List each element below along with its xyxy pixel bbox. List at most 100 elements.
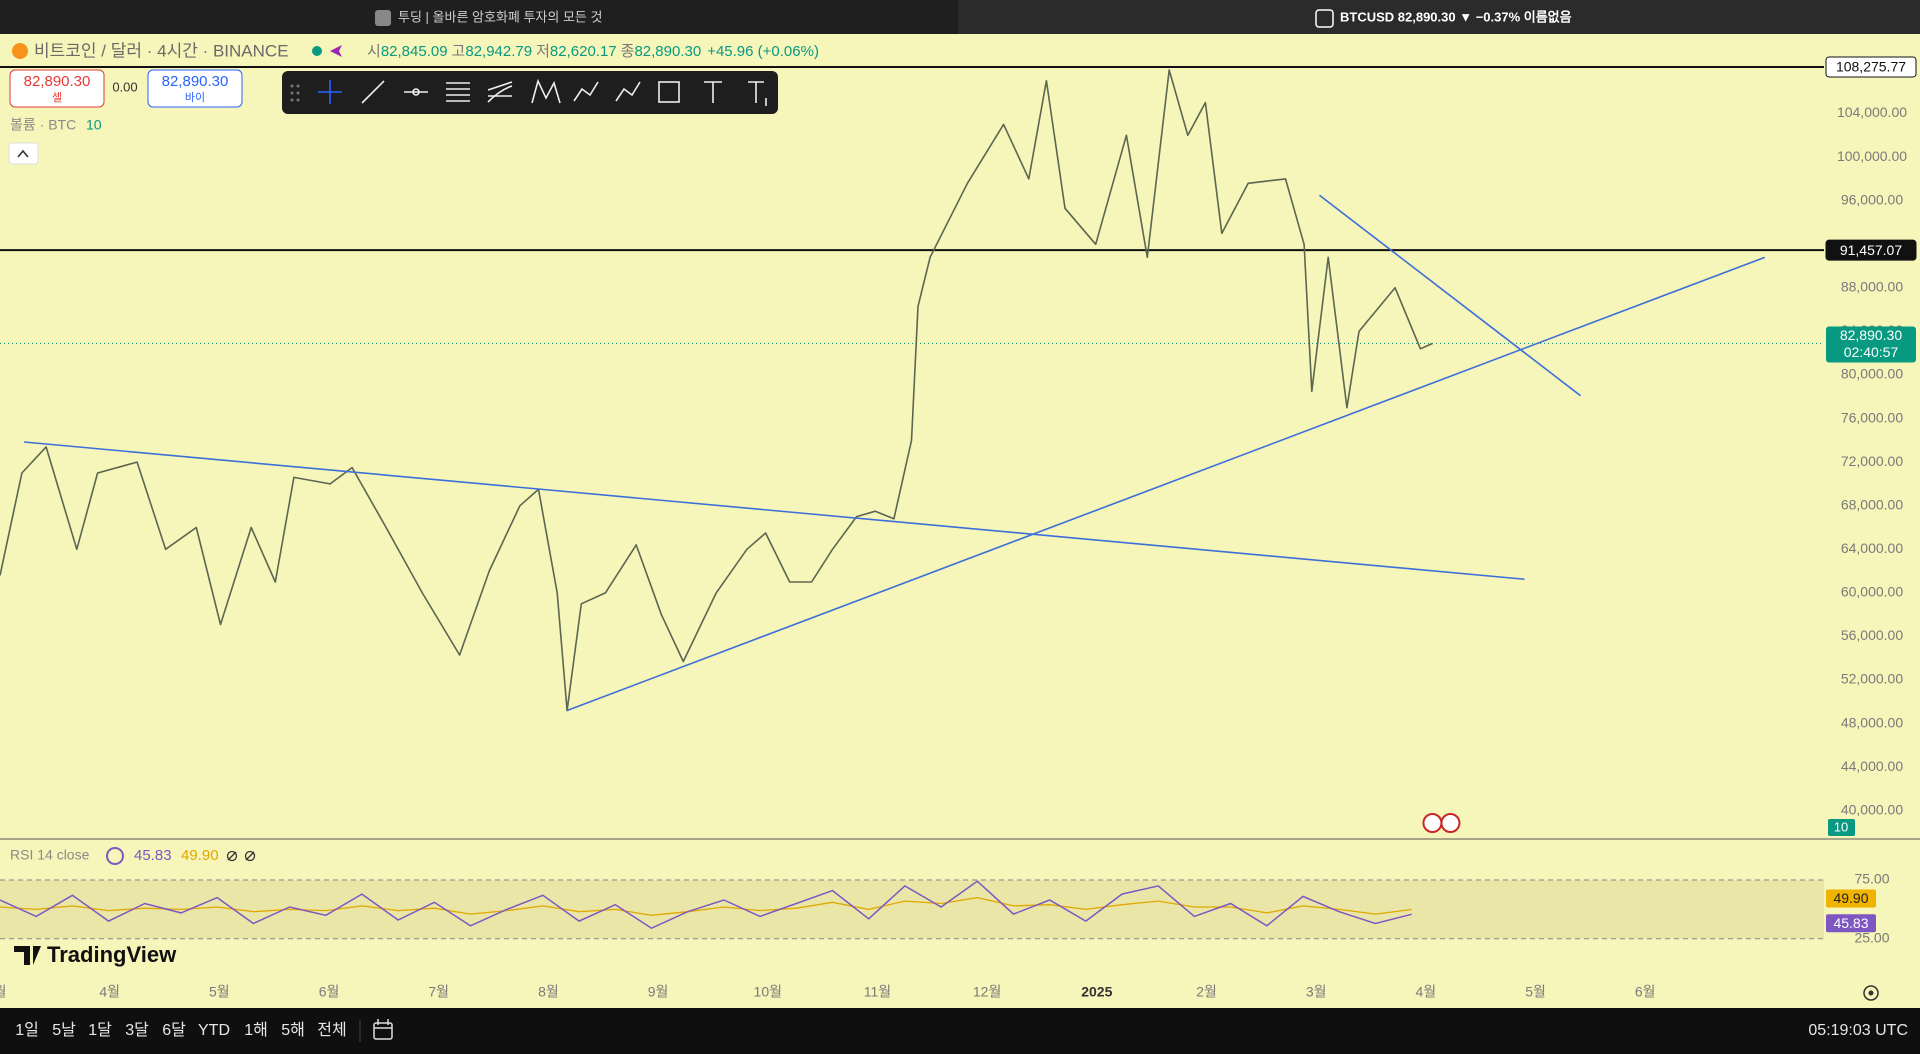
brand-logo [14, 946, 41, 965]
tool-anchored-text[interactable] [748, 81, 767, 106]
spread: 0.00 [112, 79, 137, 94]
y-tick-label: 72,000.00 [1841, 453, 1903, 469]
range-button[interactable]: 1달 [88, 1021, 112, 1039]
price-tag-label: 91,457.07 [1840, 242, 1902, 258]
x-tick-label: 월 [0, 984, 6, 1000]
price-tag [1825, 56, 1917, 78]
sell-button[interactable] [9, 69, 105, 108]
range-button[interactable]: YTD [198, 1022, 230, 1039]
y-tick-label: 52,000.00 [1841, 671, 1903, 687]
settings-icon-core [1868, 990, 1874, 996]
y-tick-label: 76,000.00 [1841, 409, 1903, 425]
y-tick-label: 25.00 [1854, 929, 1889, 945]
drawing-toolbar [282, 71, 778, 114]
date-range-icon[interactable] [373, 1019, 393, 1040]
countdown-label: 02:40:57 [1844, 344, 1899, 360]
y-tick-label: 88,000.00 [1841, 279, 1903, 295]
status-icon [330, 45, 342, 57]
y-tick-label: 44,000.00 [1841, 758, 1903, 774]
x-tick-label: 10월 [754, 984, 782, 1000]
rsi-tag [1826, 914, 1876, 933]
range-button[interactable]: 6달 [162, 1021, 186, 1039]
status-dot [312, 46, 322, 56]
x-tick-label: 12월 [973, 984, 1001, 1000]
coin-icon [12, 43, 28, 59]
tool-trendline[interactable] [361, 80, 385, 104]
rsi-label: RSI 14 close [10, 847, 90, 863]
x-tick-label: 4월 [99, 984, 120, 1000]
y-tick-label: 68,000.00 [1841, 496, 1903, 512]
x-tick-label: 5월 [209, 984, 230, 1000]
settings-icon[interactable] [1863, 985, 1879, 1001]
tool-horizontal[interactable] [404, 88, 428, 96]
x-tick-label: 9월 [648, 984, 669, 1000]
buy-button[interactable] [147, 69, 243, 108]
range-button[interactable]: 3달 [125, 1021, 149, 1039]
x-tick-label: 4월 [1416, 984, 1437, 1000]
rsi-icon [106, 847, 124, 865]
label: 시 [367, 43, 381, 60]
tab-left-bg [0, 0, 958, 34]
y-tick-label: 48,000.00 [1841, 714, 1903, 730]
volume-label: 볼륨 · BTC [10, 117, 76, 133]
range-button[interactable]: 5해 [281, 1021, 305, 1039]
tab-title[interactable]: 투딩 | 올바른 암호화폐 투자의 모든 것 [398, 9, 602, 24]
buy-price: 82,890.30 [162, 73, 229, 90]
tool-pattern[interactable] [531, 78, 561, 104]
y-tick-label: 104,000.00 [1837, 104, 1907, 120]
range-button[interactable]: 1일 [15, 1021, 39, 1039]
collapse-icon [17, 149, 29, 158]
x-tick-label: 6월 [1635, 984, 1656, 1000]
rsi-tag-label: 49.90 [1833, 890, 1868, 906]
value: 82,942.79 [465, 43, 532, 60]
tab-title[interactable]: BTCUSD 82,890.30 ▼ −0.37% 이름없음 [1340, 9, 1572, 24]
tool-text[interactable] [704, 81, 722, 103]
trendline[interactable] [24, 441, 1525, 581]
last-price-label: 82,890.30 [1840, 327, 1902, 343]
x-tick-label: 7월 [428, 984, 449, 1000]
label: 종 [621, 43, 635, 60]
symbol[interactable]: 비트코인 / 달러 · 4시간 · BINANCE [34, 41, 289, 60]
price-tag-label: 108,275.77 [1836, 59, 1906, 75]
collapse-button[interactable] [8, 142, 39, 165]
tool-rect[interactable] [658, 81, 680, 103]
tool-crosshair[interactable] [318, 80, 342, 104]
range-button[interactable]: 1해 [244, 1021, 268, 1039]
tool-abcd[interactable] [615, 81, 641, 102]
last-price-tag [1826, 326, 1916, 363]
tool-fib[interactable] [487, 81, 513, 103]
rsi-hidden-icons [226, 850, 256, 862]
tool-elliott[interactable] [573, 81, 599, 102]
range-button[interactable]: 5날 [52, 1021, 76, 1039]
tab-icon [1315, 9, 1334, 28]
rsi-ma-line [0, 896, 1412, 916]
x-tick-label: 2025 [1081, 984, 1112, 1000]
clock: 05:19:03 UTC [1808, 1022, 1908, 1039]
sell-label: 셀 [52, 91, 62, 104]
y-tick-label: 56,000.00 [1841, 627, 1903, 643]
trendline[interactable] [1318, 194, 1581, 397]
y-tick-label: 60,000.00 [1841, 584, 1903, 600]
event-flag[interactable] [1440, 813, 1461, 833]
value: 82,845.09 [381, 43, 448, 60]
x-tick-label: 8월 [538, 984, 559, 1000]
trendline[interactable] [566, 256, 1766, 712]
sell-price: 82,890.30 [24, 73, 91, 90]
price-tag [1825, 239, 1917, 261]
tool-channel[interactable] [446, 82, 470, 102]
volume-tag [1828, 819, 1855, 836]
range-button[interactable]: 전체 [317, 1021, 346, 1039]
y-tick-label: 40,000.00 [1841, 801, 1903, 817]
event-flag[interactable] [1422, 813, 1443, 833]
volume-tag-label: 10 [1834, 819, 1848, 834]
y-tick-label: 100,000.00 [1837, 148, 1907, 164]
y-tick-label: 96,000.00 [1841, 191, 1903, 207]
brand-name: TradingView [47, 942, 177, 967]
tab-right-bg [958, 0, 1920, 34]
label: 저 [536, 43, 550, 60]
label: 고 [452, 43, 466, 60]
y-tick-label: 64,000.00 [1841, 540, 1903, 556]
x-tick-label: 11월 [864, 984, 891, 1000]
